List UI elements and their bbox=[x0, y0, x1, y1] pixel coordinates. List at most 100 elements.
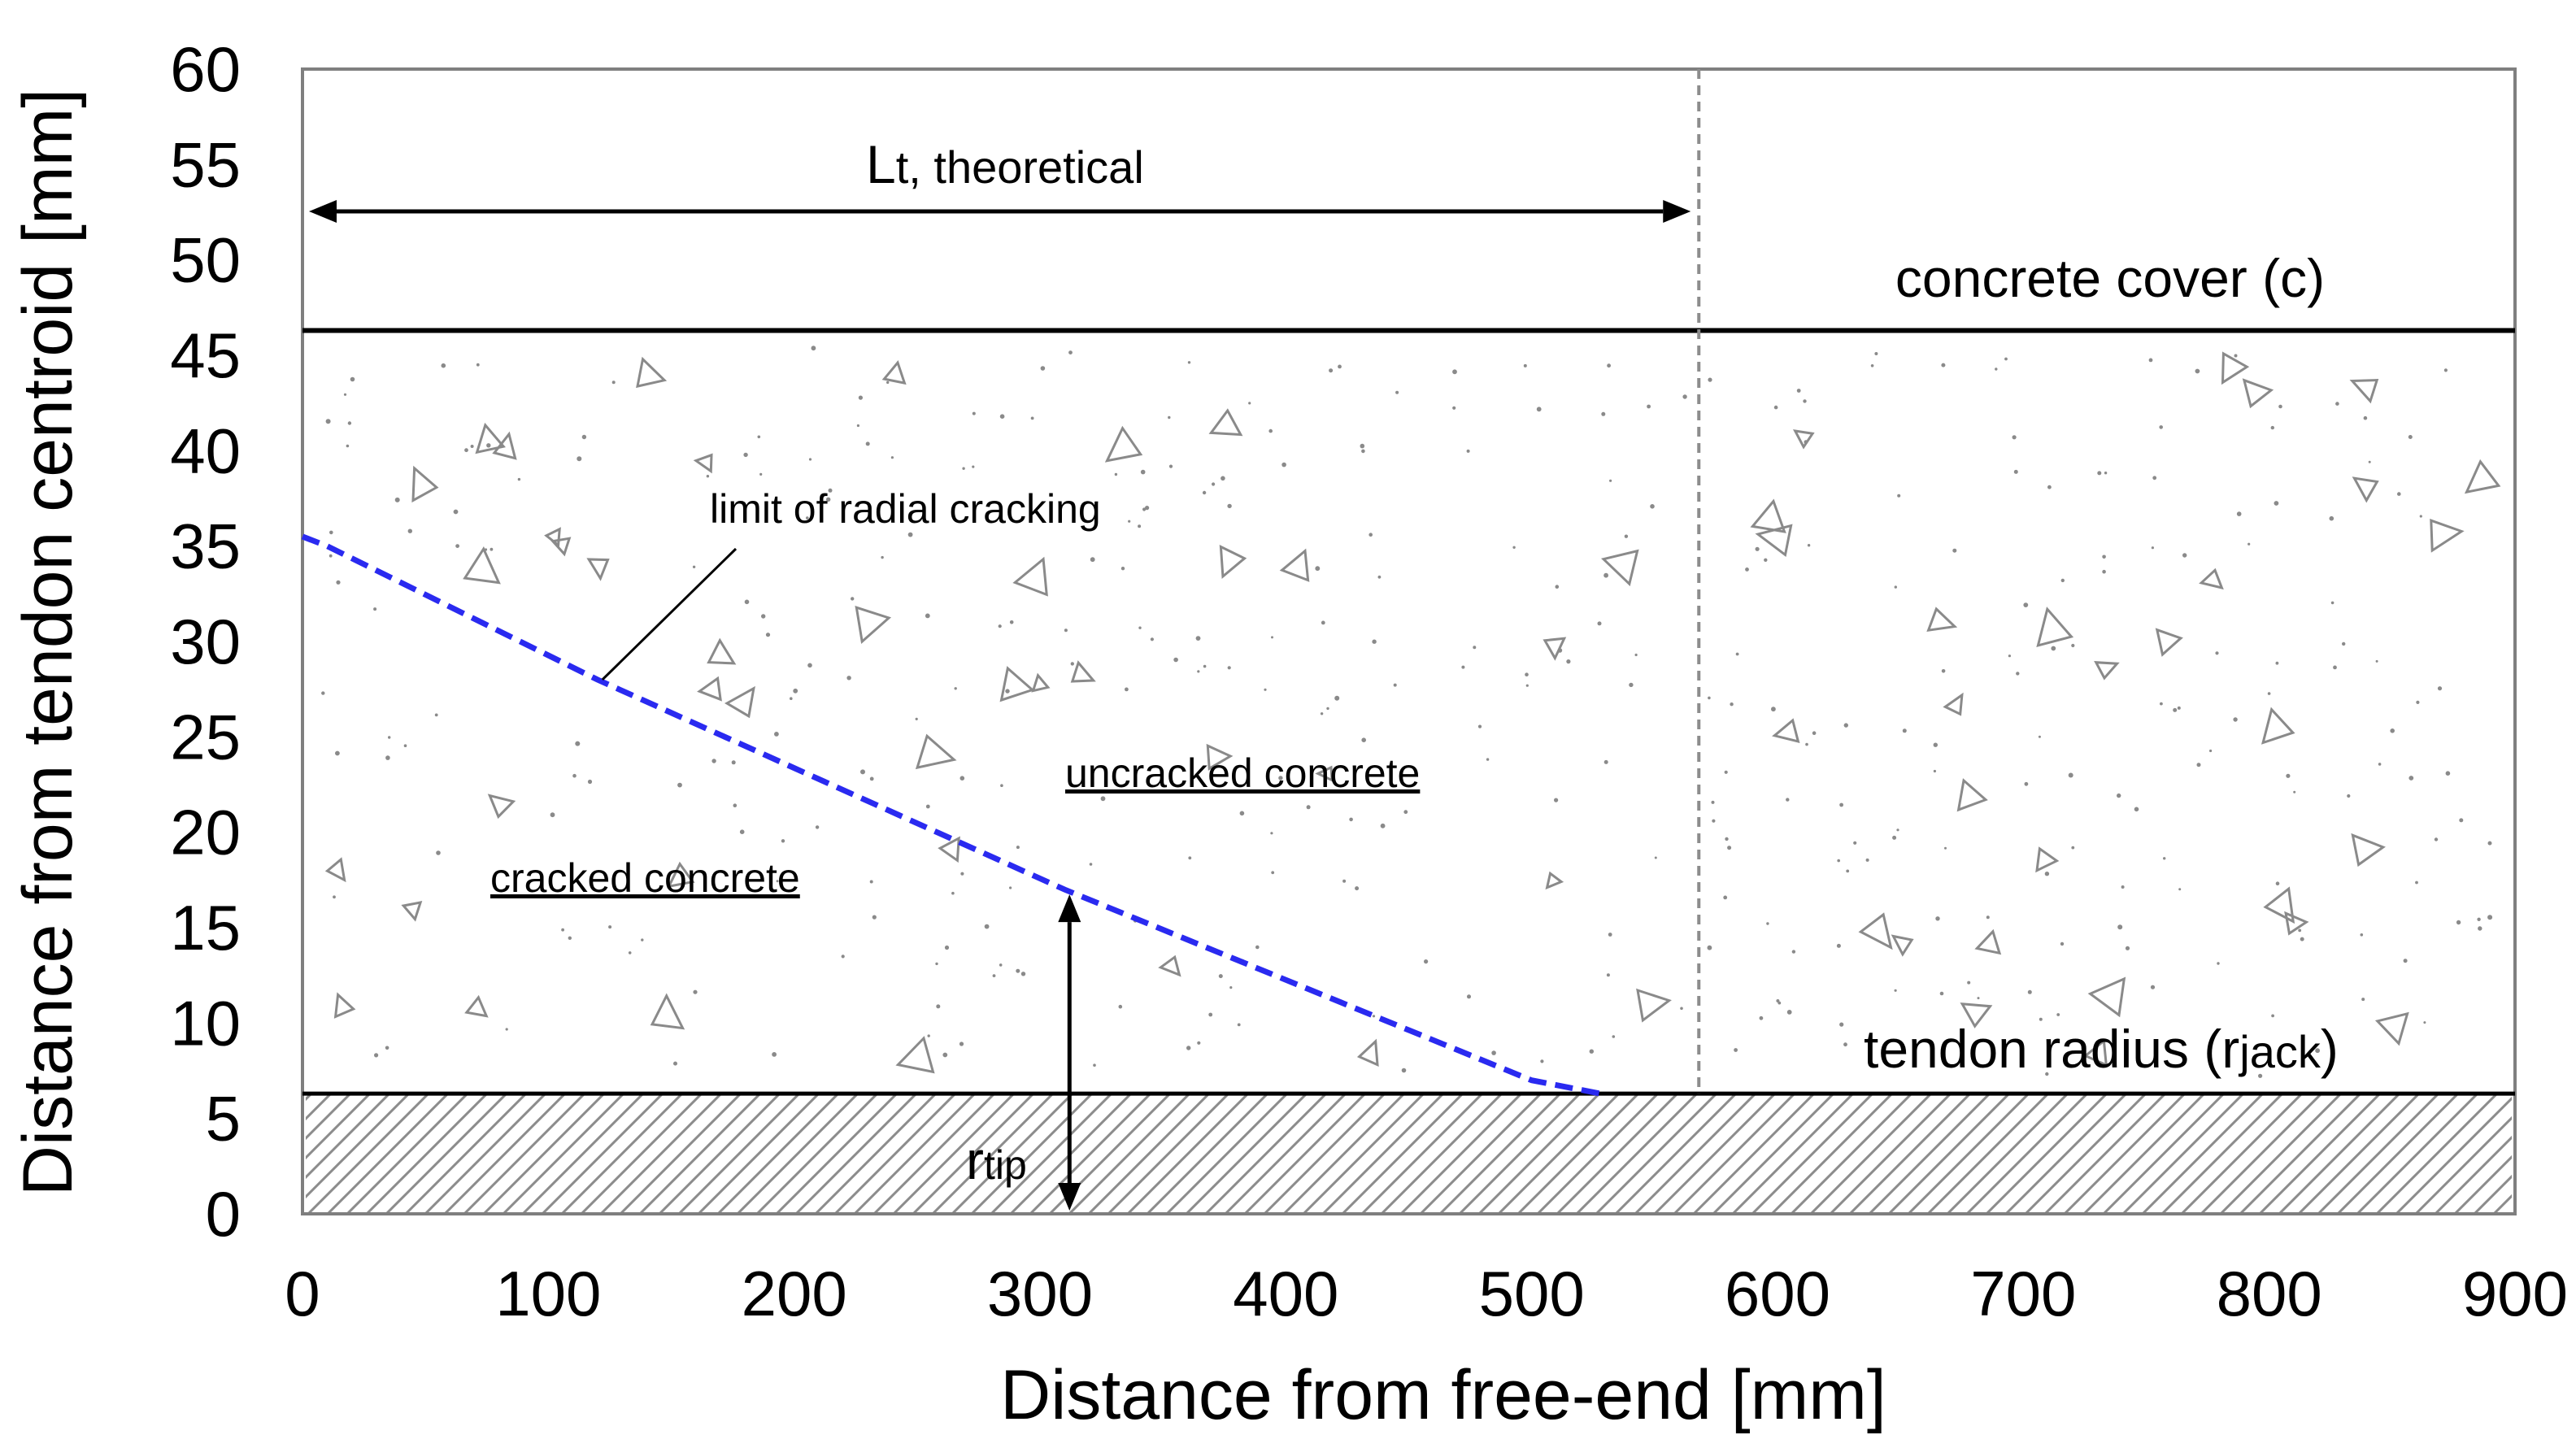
x-axis-ticks: 0 100 200 300 400 500 600 700 800 900 bbox=[285, 1258, 2568, 1329]
tendon-radius-label: tendon radius (rjack) bbox=[1864, 1019, 2339, 1079]
aggregate-dot bbox=[872, 915, 877, 920]
aggregate-dot bbox=[951, 891, 955, 895]
aggregate-dot bbox=[2434, 837, 2439, 841]
aggregate-dot bbox=[1967, 981, 1971, 985]
aggregate-dot bbox=[1680, 1007, 1683, 1011]
aggregate-dot bbox=[1629, 682, 1634, 688]
aggregate-dot bbox=[1892, 835, 1897, 840]
aggregate-dot bbox=[962, 467, 965, 470]
aggregate-triangle bbox=[2351, 833, 2386, 867]
aggregate-dot bbox=[860, 769, 865, 775]
aggregate-dot bbox=[1764, 558, 1768, 562]
aggregate-dot bbox=[333, 895, 336, 899]
aggregate-dot bbox=[693, 989, 698, 994]
aggregate-dot bbox=[2236, 511, 2242, 516]
aggregate-triangle bbox=[2464, 459, 2501, 494]
aggregate-dot bbox=[608, 925, 612, 929]
aggregate-dot bbox=[1941, 669, 1946, 673]
aggregate-dot bbox=[1090, 557, 1095, 563]
aggregate-dot bbox=[1812, 731, 1817, 735]
aggregate-dot bbox=[611, 380, 616, 385]
r-tip-label: rtip bbox=[966, 1130, 1027, 1190]
aggregate-triangle bbox=[2374, 1011, 2409, 1046]
aggregate-triangle bbox=[1315, 765, 1334, 783]
aggregate-dot bbox=[807, 663, 812, 668]
aggregate-dot bbox=[1523, 363, 1527, 367]
aggregate-dot bbox=[815, 825, 820, 829]
aggregate-dot bbox=[1128, 520, 1131, 523]
aggregate-triangle bbox=[636, 356, 668, 389]
aggregate-dot bbox=[757, 435, 761, 439]
aggregate-dot bbox=[1682, 394, 1687, 399]
y-tick-label: 10 bbox=[170, 987, 241, 1059]
aggregate-dot bbox=[1187, 361, 1191, 364]
uncracked-concrete-label: uncracked concrete bbox=[1065, 750, 1420, 796]
aggregate-triangle bbox=[1545, 871, 1564, 890]
aggregate-dot bbox=[793, 688, 798, 694]
aggregate-dot bbox=[2004, 357, 2008, 361]
aggregate-dot bbox=[1896, 828, 1899, 832]
aggregate-dot bbox=[2196, 763, 2201, 767]
aggregate-dot bbox=[935, 962, 938, 966]
aggregate-triangle bbox=[1356, 1038, 1379, 1067]
aggregate-triangle bbox=[333, 992, 356, 1019]
aggregate-dot bbox=[2378, 763, 2382, 766]
aggregate-dot bbox=[1939, 991, 1944, 996]
aggregate-dot bbox=[1334, 695, 1340, 701]
aggregate-dot bbox=[1796, 389, 1801, 393]
aggregate-dot bbox=[2121, 885, 2125, 889]
aggregate-dot bbox=[1933, 769, 1936, 773]
aggregate-triangle bbox=[1070, 660, 1096, 683]
aggregate-triangle bbox=[999, 666, 1035, 702]
aggregate-dot bbox=[2363, 415, 2368, 420]
aggregate-dot bbox=[2234, 354, 2238, 358]
aggregate-triangle bbox=[475, 422, 506, 454]
aggregate-dot bbox=[761, 614, 766, 619]
aggregate-dot bbox=[2173, 707, 2178, 712]
aggregate-dot bbox=[1724, 770, 1728, 774]
aggregate-dot bbox=[1771, 707, 1776, 712]
x-tick-label: 400 bbox=[1233, 1258, 1338, 1329]
aggregate-dot bbox=[1734, 1048, 1738, 1052]
aggregate-dot bbox=[2182, 553, 2187, 558]
aggregate-dot bbox=[517, 477, 521, 481]
aggregate-dot bbox=[1555, 585, 1560, 589]
aggregate-dot bbox=[2247, 542, 2251, 546]
aggregate-dot bbox=[2275, 661, 2279, 665]
aggregate-dot bbox=[944, 945, 950, 950]
aggregate-dot bbox=[350, 376, 355, 382]
aggregate-dot bbox=[1068, 350, 1073, 354]
aggregate-dot bbox=[2293, 790, 2296, 794]
aggregate-dot bbox=[1608, 933, 1612, 937]
aggregate-dot bbox=[2178, 888, 2182, 891]
aggregate-dot bbox=[1030, 416, 1034, 420]
aggregate-dot bbox=[572, 773, 577, 778]
aggregate-dot bbox=[2375, 659, 2378, 663]
aggregate-dot bbox=[1836, 943, 1841, 948]
aggregate-triangle bbox=[2221, 351, 2250, 385]
aggregate-triangle bbox=[1206, 743, 1234, 771]
aggregate-dot bbox=[2390, 728, 2395, 733]
y-tick-label: 35 bbox=[170, 511, 241, 582]
aggregate-dot bbox=[1100, 796, 1106, 802]
aggregate-dot bbox=[1064, 628, 1068, 633]
aggregate-dot bbox=[1597, 621, 1602, 626]
concrete-aggregate-texture bbox=[321, 346, 2501, 1078]
aggregate-dot bbox=[2117, 924, 2123, 930]
aggregate-dot bbox=[1372, 1015, 1376, 1018]
aggregate-dot bbox=[1248, 402, 1251, 405]
aggregate-dot bbox=[1338, 364, 1342, 369]
aggregate-dot bbox=[2056, 1013, 2060, 1016]
aggregate-dot bbox=[550, 812, 555, 818]
aggregate-dot bbox=[434, 713, 438, 717]
aggregate-dot bbox=[1237, 1023, 1241, 1027]
aggregate-dot bbox=[2267, 692, 2271, 695]
aggregate-dot bbox=[960, 872, 964, 876]
aggregate-dot bbox=[1118, 1004, 1123, 1009]
transfer-length-arrow bbox=[309, 200, 1691, 223]
aggregate-dot bbox=[1229, 986, 1233, 989]
aggregate-dot bbox=[1377, 575, 1382, 579]
aggregate-dot bbox=[2403, 959, 2408, 963]
aggregate-dot bbox=[2408, 776, 2414, 781]
aggregate-dot bbox=[2335, 402, 2339, 406]
